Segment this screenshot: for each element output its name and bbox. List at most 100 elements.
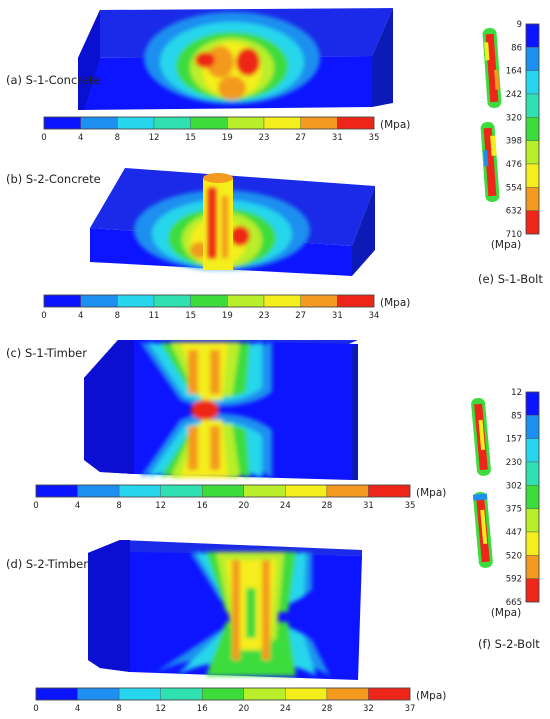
colorbar-c-unit: (Mpa) xyxy=(416,487,446,499)
colorbar-f-segment xyxy=(525,485,540,509)
colorbar-b-tick: 4 xyxy=(78,311,83,321)
colorbar-f-segment xyxy=(525,531,540,556)
colorbar-f-segment xyxy=(525,578,540,603)
colorbar-a-segment xyxy=(263,116,301,130)
colorbar-b-tick: 34 xyxy=(369,311,380,321)
colorbar-e-frame xyxy=(525,23,540,235)
colorbar-c-tick: 24 xyxy=(280,501,291,511)
colorbar-f-tick: 447 xyxy=(506,528,522,538)
colorbar-e-tick: 242 xyxy=(506,90,522,100)
colorbar-c-tick: 31 xyxy=(363,501,374,511)
colorbar-a-segment xyxy=(190,116,228,130)
colorbar-b-tick: 11 xyxy=(149,311,160,321)
model-s2-timber xyxy=(88,540,362,680)
colorbar-f-tick: 230 xyxy=(506,458,522,468)
colorbar-e-tick: 320 xyxy=(506,113,522,123)
colorbar-c-tick: 16 xyxy=(197,501,208,511)
colorbar-a-tick: 12 xyxy=(149,133,160,143)
colorbar-e-tick: 710 xyxy=(506,230,522,240)
colorbar-f-segment xyxy=(525,555,540,579)
colorbar-d-segment xyxy=(118,687,161,701)
colorbar-e-tick: 9 xyxy=(517,20,522,30)
colorbar-d-unit: (Mpa) xyxy=(416,690,446,702)
colorbar-f-tick: 375 xyxy=(506,505,522,515)
colorbar-e-segment xyxy=(525,117,540,141)
colorbar-c-segment xyxy=(368,484,411,498)
colorbar-f-segment xyxy=(525,461,540,486)
label-s2-concrete: (b) S-2-Concrete xyxy=(6,172,101,186)
colorbar-e-tick: 554 xyxy=(506,183,522,193)
colorbar-b-tick: 31 xyxy=(332,311,343,321)
colorbar-e-unit: (Mpa) xyxy=(491,239,521,251)
colorbar-d-segment xyxy=(202,687,244,701)
colorbar-a-tick: 8 xyxy=(115,133,120,143)
colorbar-e-segment xyxy=(525,93,540,118)
colorbar-b-segment xyxy=(153,294,191,308)
colorbar-c-segment xyxy=(160,484,203,498)
model-s1-concrete xyxy=(78,8,393,110)
colorbar-b-segment xyxy=(263,294,301,308)
colorbar-b-tick: 0 xyxy=(41,311,46,321)
colorbar-e-segment xyxy=(525,187,540,211)
colorbar-d-frame xyxy=(35,687,411,701)
label-s1-timber: (c) S-1-Timber xyxy=(6,346,87,360)
colorbar-b-frame xyxy=(43,294,375,308)
colorbar-d-segment xyxy=(160,687,203,701)
colorbar-b-segment xyxy=(190,294,228,308)
colorbar-a-tick: 23 xyxy=(259,133,270,143)
colorbar-b-segment xyxy=(300,294,338,308)
colorbar-a-segment xyxy=(117,116,155,130)
colorbar-f-segment xyxy=(525,508,540,533)
colorbar-a-segment xyxy=(337,116,375,130)
label-s2-timber: (d) S-2-Timber xyxy=(6,557,88,571)
colorbar-c-tick: 12 xyxy=(155,501,166,511)
colorbar-e-tick: 476 xyxy=(506,160,522,170)
colorbar-b-tick: 19 xyxy=(222,311,233,321)
colorbar-d-tick: 4 xyxy=(75,704,80,714)
model-s1-bolt xyxy=(480,28,502,202)
colorbar-d-segment xyxy=(368,687,411,701)
colorbar-f-frame xyxy=(525,391,540,603)
colorbar-c-segment xyxy=(35,484,78,498)
colorbar-a-tick: 31 xyxy=(332,133,343,143)
colorbar-a-segment xyxy=(80,116,118,130)
colorbar-e-segment xyxy=(525,163,540,188)
colorbar-d-tick: 0 xyxy=(33,704,38,714)
colorbar-f-segment xyxy=(525,391,540,416)
colorbar-d-tick: 24 xyxy=(280,704,291,714)
colorbar-b-segment xyxy=(227,294,265,308)
colorbar-e-tick: 164 xyxy=(506,67,522,77)
colorbar-b-segment xyxy=(337,294,375,308)
label-s2-bolt: (f) S-2-Bolt xyxy=(478,637,540,651)
colorbar-a-tick: 15 xyxy=(185,133,196,143)
colorbar-c-tick: 20 xyxy=(238,501,249,511)
colorbar-d-tick: 20 xyxy=(238,704,249,714)
colorbar-f-unit: (Mpa) xyxy=(491,607,521,619)
colorbar-e-tick: 86 xyxy=(511,43,522,53)
colorbar-e-segment xyxy=(525,70,540,95)
colorbar-e-tick: 398 xyxy=(506,137,522,147)
colorbar-b-unit: (Mpa) xyxy=(380,297,410,309)
colorbar-c-segment xyxy=(77,484,120,498)
colorbar-c-tick: 0 xyxy=(33,501,38,511)
colorbar-b-tick: 15 xyxy=(185,311,196,321)
colorbar-d-tick: 8 xyxy=(116,704,121,714)
colorbar-c-tick: 8 xyxy=(116,501,121,511)
colorbar-d-tick: 37 xyxy=(405,704,416,714)
colorbar-f-tick: 302 xyxy=(506,481,522,491)
colorbar-d-tick: 12 xyxy=(155,704,166,714)
colorbar-d-segment xyxy=(326,687,369,701)
colorbar-b-tick: 8 xyxy=(115,311,120,321)
colorbar-a-tick: 4 xyxy=(78,133,83,143)
colorbar-f-tick: 157 xyxy=(506,435,522,445)
label-s1-concrete: (a) S-1-Concrete xyxy=(6,73,101,87)
colorbar-f-tick: 520 xyxy=(506,551,522,561)
model-s2-bolt xyxy=(471,397,493,568)
colorbar-a-unit: (Mpa) xyxy=(380,119,410,131)
label-s1-bolt: (e) S-1-Bolt xyxy=(478,272,543,286)
colorbar-a-segment xyxy=(300,116,338,130)
colorbar-d-segment xyxy=(285,687,328,701)
colorbar-c-tick: 4 xyxy=(75,501,80,511)
colorbar-a-tick: 19 xyxy=(222,133,233,143)
